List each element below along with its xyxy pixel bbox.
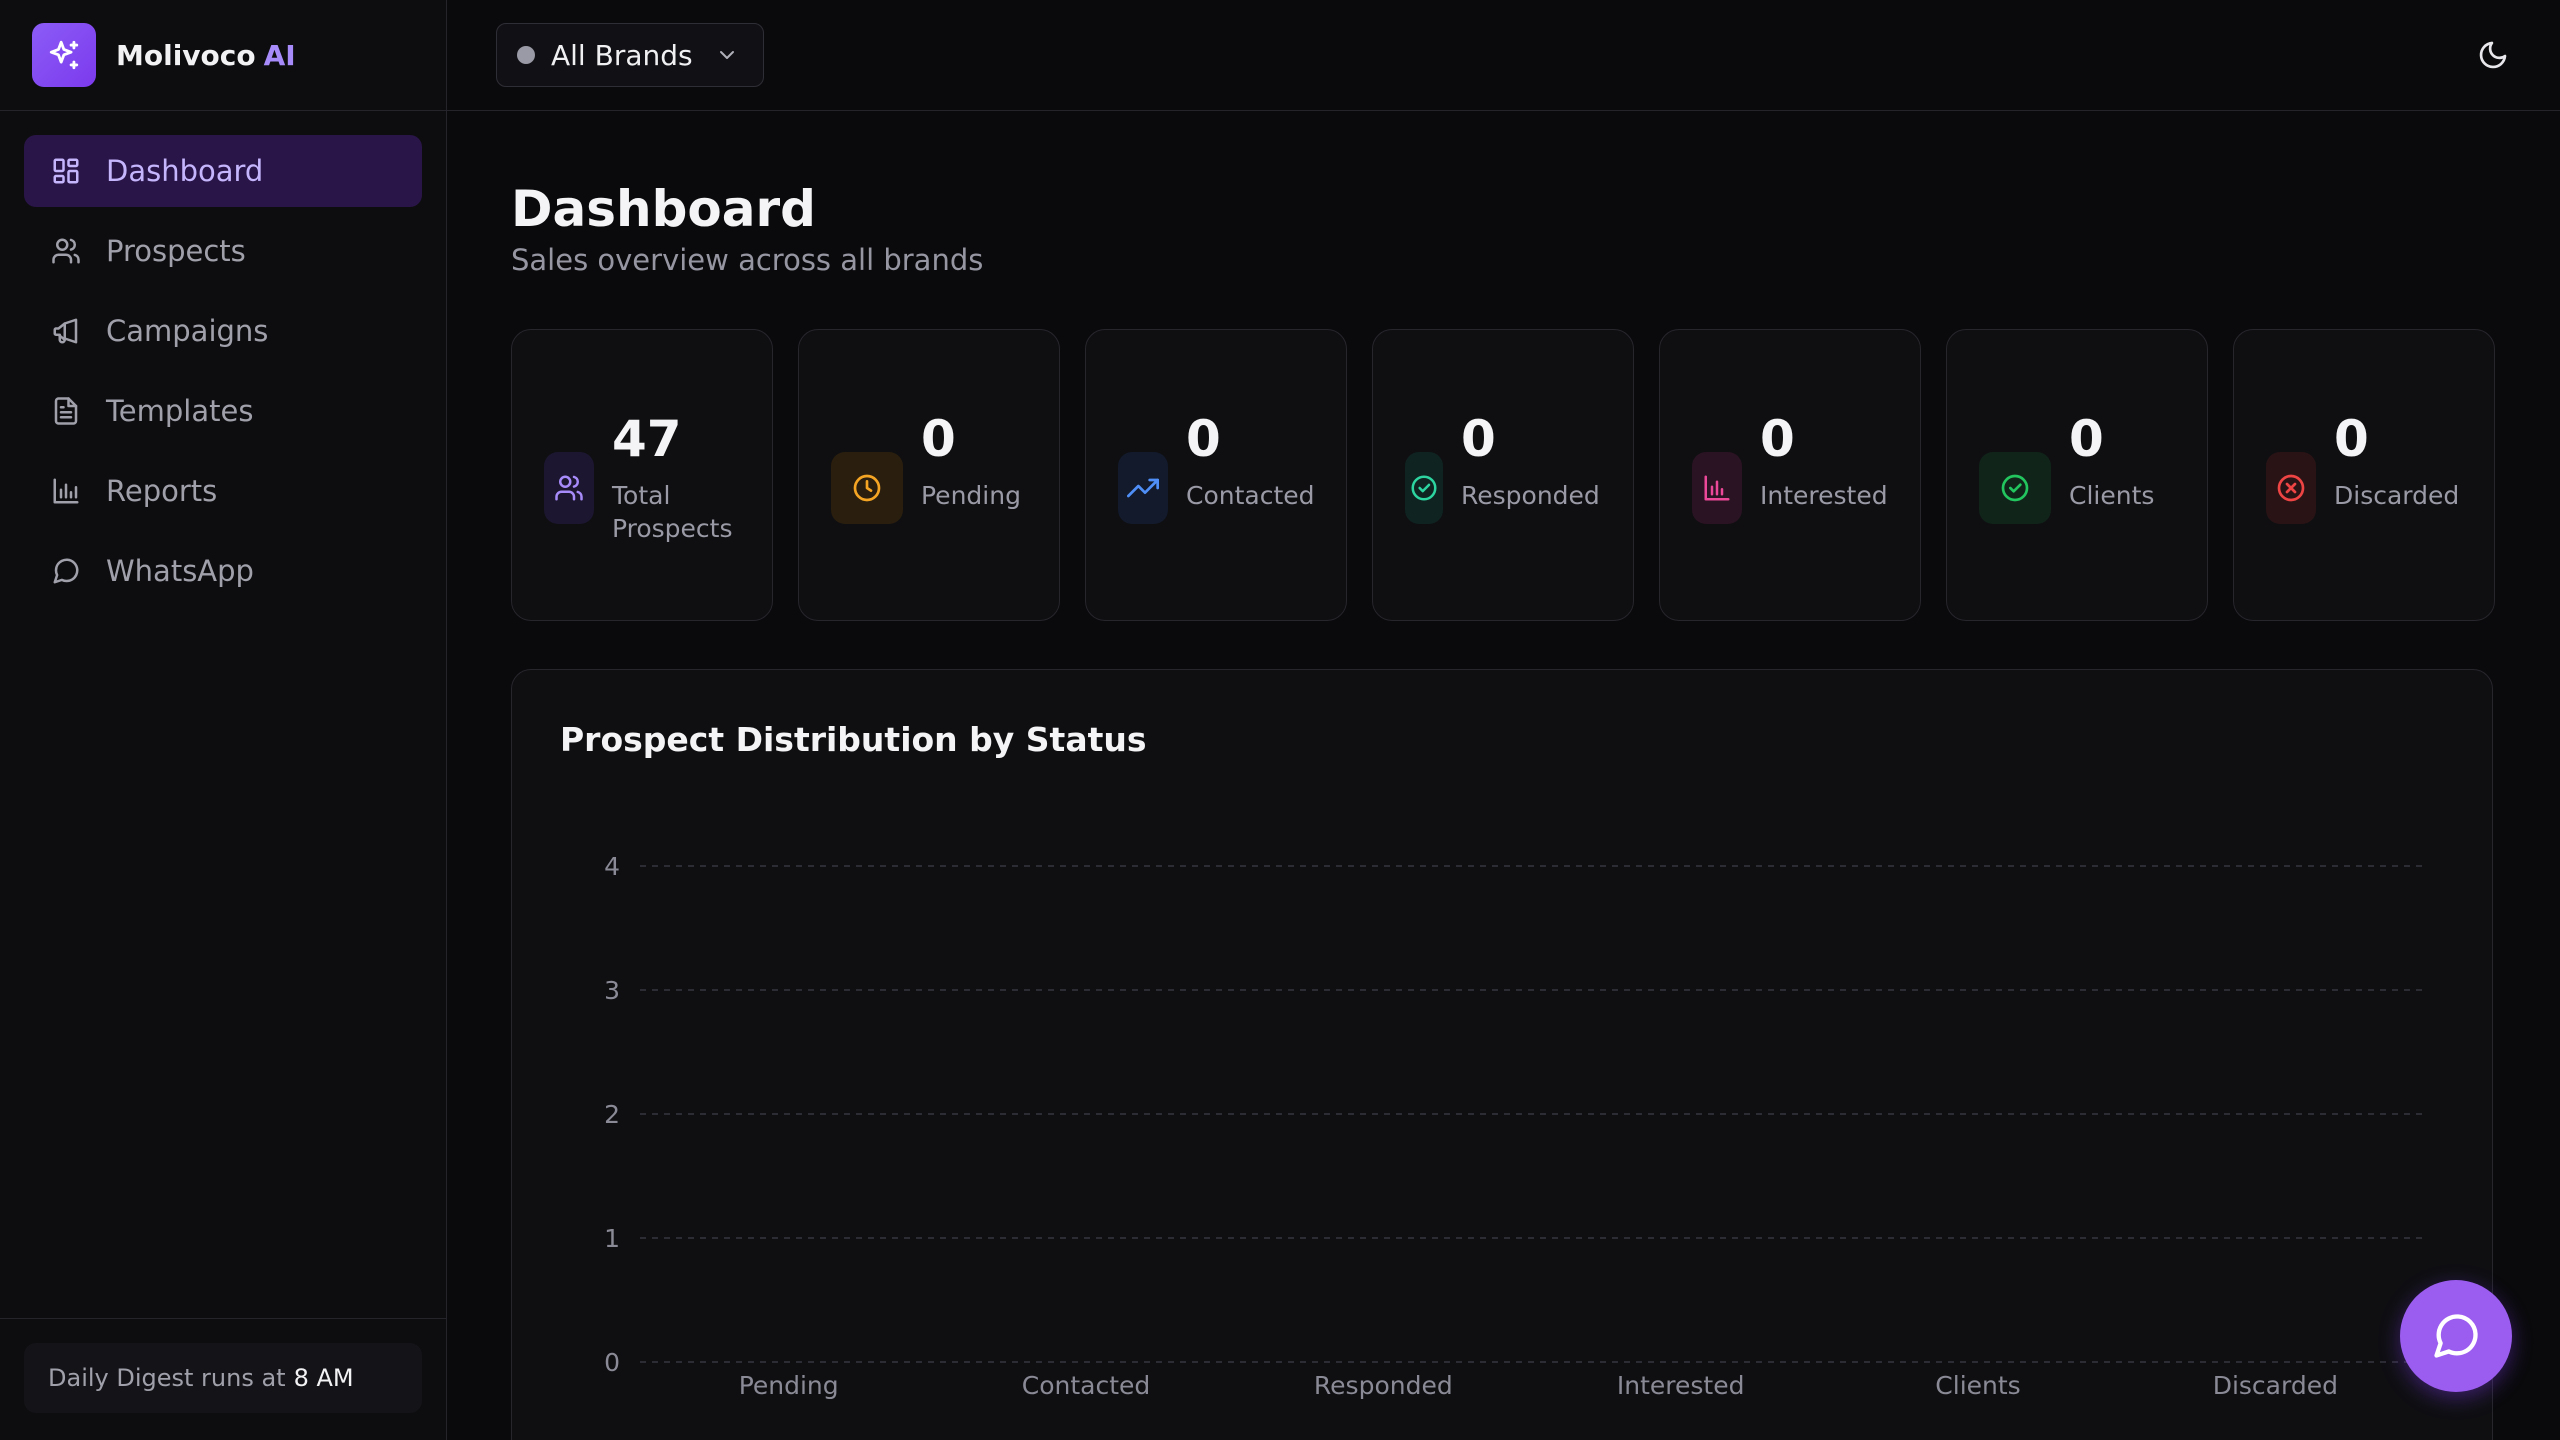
sidebar-item-label: Prospects — [106, 234, 246, 268]
stats-row: 47 Total Prospects 0 Pending — [511, 329, 2496, 621]
stat-card-contacted[interactable]: 0 Contacted — [1085, 329, 1347, 621]
bar-chart-icon — [1692, 452, 1742, 524]
stat-label: Pending — [921, 481, 1021, 510]
brand-status-dot — [517, 46, 535, 64]
sidebar-item-label: Templates — [106, 394, 254, 428]
stat-card-discarded[interactable]: 0 Discarded — [2233, 329, 2495, 621]
stat-value: 0 — [2069, 410, 2104, 468]
stat-value: 0 — [1461, 410, 1496, 468]
chat-bubble-icon — [2430, 1310, 2482, 1362]
stat-card-total-prospects[interactable]: 47 Total Prospects — [511, 329, 773, 621]
stat-label: Contacted — [1186, 481, 1315, 510]
app-name-main: Molivoco — [116, 38, 256, 72]
stat-label: Total Prospects — [612, 481, 733, 543]
trending-up-icon — [1118, 452, 1168, 524]
x-tick-label: Discarded — [2213, 1371, 2338, 1400]
sidebar-item-dashboard[interactable]: Dashboard — [24, 135, 422, 207]
users-icon — [48, 233, 84, 269]
moon-icon — [2477, 39, 2509, 71]
sidebar-nav: Dashboard Prospects Campaigns — [0, 111, 446, 639]
brand-select[interactable]: All Brands — [496, 23, 764, 87]
app-name-accent: AI — [263, 38, 296, 72]
chart-title: Prospect Distribution by Status — [560, 720, 1147, 759]
stat-card-pending[interactable]: 0 Pending — [798, 329, 1060, 621]
chat-bubble-icon — [48, 553, 84, 589]
check-circle-icon — [1979, 452, 2051, 524]
stat-value: 47 — [612, 410, 682, 468]
x-tick-label: Pending — [739, 1371, 839, 1400]
dashboard-icon — [48, 153, 84, 189]
sparkles-icon — [32, 23, 96, 87]
sidebar-item-label: WhatsApp — [106, 554, 254, 588]
digest-prefix: Daily Digest runs at — [48, 1364, 286, 1392]
sidebar-item-campaigns[interactable]: Campaigns — [24, 295, 422, 367]
stat-card-clients[interactable]: 0 Clients — [1946, 329, 2208, 621]
topbar: All Brands — [447, 0, 2560, 111]
clock-icon — [831, 452, 903, 524]
stat-value: 0 — [2334, 410, 2369, 468]
y-tick-label: 3 — [604, 976, 620, 1005]
sidebar-item-reports[interactable]: Reports — [24, 455, 422, 527]
stat-value: 0 — [1760, 410, 1795, 468]
x-tick-label: Interested — [1617, 1371, 1745, 1400]
x-tick-label: Clients — [1935, 1371, 2020, 1400]
brand-header: Molivoco AI — [0, 0, 446, 111]
x-circle-icon — [2266, 452, 2316, 524]
stat-card-interested[interactable]: 0 Interested — [1659, 329, 1921, 621]
app-name: Molivoco AI — [116, 39, 296, 72]
x-tick-label: Contacted — [1022, 1371, 1151, 1400]
digest-notice: Daily Digest runs at 8 AM — [24, 1343, 422, 1413]
y-tick-label: 1 — [604, 1224, 620, 1253]
stat-label: Responded — [1461, 481, 1600, 510]
prospect-status-chart: 0 1 2 3 4 Pending Contacted Responded Interested… — [604, 852, 2424, 1400]
sidebar-item-templates[interactable]: Templates — [24, 375, 422, 447]
chevron-down-icon — [715, 43, 739, 67]
document-icon — [48, 393, 84, 429]
stat-card-responded[interactable]: 0 Responded — [1372, 329, 1634, 621]
theme-toggle-button[interactable] — [2474, 36, 2512, 74]
stat-value: 0 — [921, 410, 956, 468]
bar-chart-icon — [48, 473, 84, 509]
page-subtitle: Sales overview across all brands — [511, 243, 984, 277]
stat-label: Clients — [2069, 481, 2155, 510]
main-area: All Brands Dashboard Sales overview acro… — [447, 0, 2560, 1440]
brand-select-value: All Brands — [551, 38, 693, 72]
y-tick-label: 2 — [604, 1100, 620, 1129]
sidebar: Molivoco AI Dashboard — [0, 0, 447, 1440]
sidebar-item-label: Reports — [106, 474, 218, 508]
sidebar-item-prospects[interactable]: Prospects — [24, 215, 422, 287]
y-tick-label: 0 — [604, 1348, 620, 1377]
stat-label: Interested — [1760, 481, 1888, 510]
sidebar-item-label: Dashboard — [106, 154, 264, 188]
page-title: Dashboard — [511, 180, 816, 238]
dashboard-content: Dashboard Sales overview across all bran… — [447, 111, 2560, 1440]
sidebar-item-label: Campaigns — [106, 314, 269, 348]
sidebar-item-whatsapp[interactable]: WhatsApp — [24, 535, 422, 607]
x-tick-label: Responded — [1314, 1371, 1453, 1400]
stat-label: Discarded — [2334, 481, 2460, 510]
check-circle-icon — [1405, 452, 1443, 524]
digest-time: 8 AM — [293, 1364, 354, 1392]
users-icon — [544, 452, 594, 524]
chat-fab-button[interactable] — [2400, 1280, 2512, 1392]
megaphone-icon — [48, 313, 84, 349]
digest-footer: Daily Digest runs at 8 AM — [0, 1318, 446, 1440]
stat-value: 0 — [1186, 410, 1221, 468]
chart-card: Prospect Distribution by Status 0 1 2 3 4 Pen… — [511, 669, 2493, 1440]
y-tick-label: 4 — [604, 852, 620, 881]
